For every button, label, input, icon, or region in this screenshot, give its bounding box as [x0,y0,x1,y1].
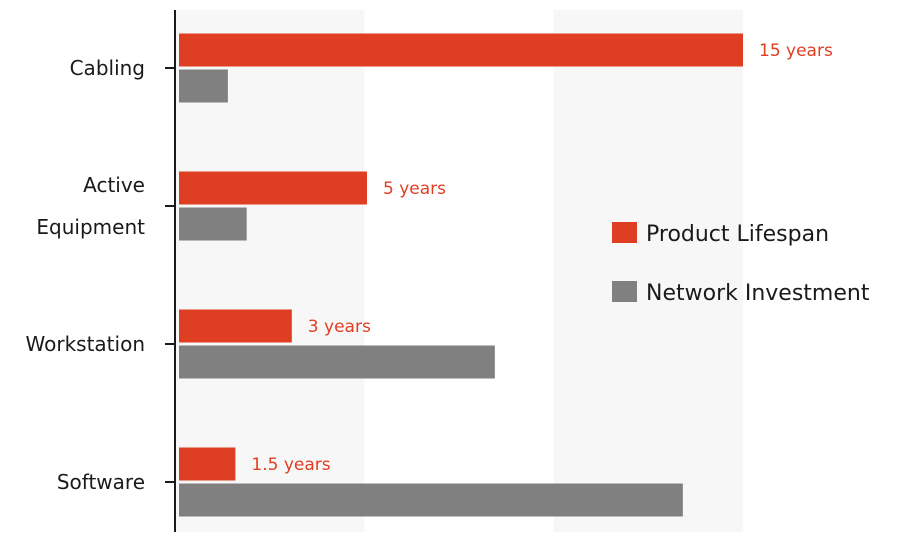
bar-product-lifespan [179,447,236,481]
category-labels: Cabling Active Equipment Workstation Softwar… [26,56,146,494]
legend-label: Product Lifespan [646,222,829,247]
bar-product-lifespan [179,171,367,205]
data-label: 3 years [308,317,371,337]
background-bands [175,10,743,532]
data-label: 5 years [383,179,446,199]
category-label: Software [57,470,145,494]
data-label: 1.5 years [251,455,330,475]
bars [179,33,743,517]
legend-swatch [612,222,637,243]
bar-network-investment [179,345,495,379]
legend: Product Lifespan Network Investment [612,222,870,306]
bar-network-investment [179,69,228,103]
bar-network-investment [179,207,247,241]
legend-label: Network Investment [646,281,870,306]
bar-product-lifespan [179,33,743,67]
category-label: Workstation [26,332,145,356]
bar-network-investment [179,483,683,517]
bar-product-lifespan [179,309,292,343]
category-label: Active Equipment [36,173,145,239]
data-label: 15 years [759,41,833,61]
data-labels: 15 years 5 years 3 years 1.5 years [251,41,833,475]
legend-swatch [612,281,637,302]
background-band [553,10,743,532]
y-axis [165,10,176,532]
category-label: Cabling [70,56,145,80]
